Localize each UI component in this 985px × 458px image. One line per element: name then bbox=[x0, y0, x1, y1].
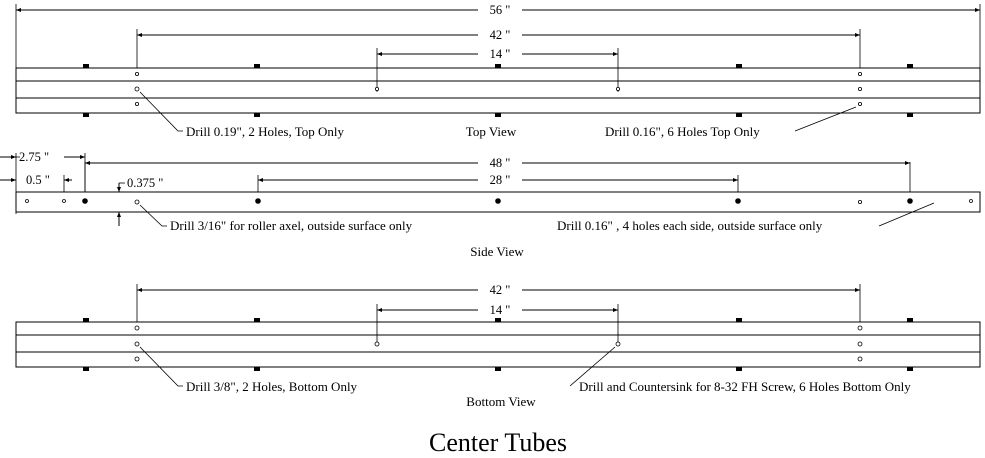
dimension-48: 48 " bbox=[490, 156, 511, 170]
dimension-14-bottom: 14 " bbox=[490, 303, 511, 317]
note-side-right: Drill 0.16" , 4 holes each side, outside… bbox=[557, 218, 823, 233]
tube-side-view bbox=[15, 191, 981, 213]
dimension-42-bottom: 42 " bbox=[490, 283, 511, 297]
holes-side-view bbox=[25, 198, 973, 205]
label-bottom-view: Bottom View bbox=[466, 394, 536, 409]
note-top-left: Drill 0.19", 2 Holes, Top Only bbox=[186, 124, 344, 139]
top-view: 56 " 42 " 14 " bbox=[15, 3, 981, 139]
holes-bottom-view bbox=[134, 325, 863, 362]
tube-top-view bbox=[15, 67, 981, 114]
note-bottom-right: Drill and Countersink for 8-32 FH Screw,… bbox=[579, 379, 911, 394]
dimension-0-375: 0.375 " bbox=[127, 176, 163, 190]
holes-top-view bbox=[134, 72, 863, 107]
dimension-28: 28 " bbox=[490, 173, 511, 187]
dimension-14-top: 14 " bbox=[490, 47, 511, 61]
drawing-title: Center Tubes bbox=[429, 428, 567, 457]
dimension-56: 56 " bbox=[490, 3, 511, 17]
dimension-2-75: 2.75 " bbox=[19, 150, 49, 164]
tube-bottom-view bbox=[15, 321, 981, 368]
dimension-42-top: 42 " bbox=[490, 28, 511, 42]
note-side-left: Drill 3/16" for roller axel, outside sur… bbox=[170, 218, 413, 233]
label-top-view: Top View bbox=[466, 124, 517, 139]
side-view: 2.75 " 0.5 " 48 " 28 " 0.375 " bbox=[0, 150, 981, 259]
bolt-heads-top-view bbox=[83, 64, 913, 117]
dimension-0-5: 0.5 " bbox=[26, 173, 50, 187]
note-top-right: Drill 0.16", 6 Holes Top Only bbox=[605, 124, 760, 139]
note-bottom-left: Drill 3/8", 2 Holes, Bottom Only bbox=[186, 379, 358, 394]
bottom-view: 42 " 14 " bbox=[15, 283, 981, 409]
bolt-heads-bottom-view bbox=[83, 318, 913, 371]
label-side-view: Side View bbox=[470, 244, 524, 259]
